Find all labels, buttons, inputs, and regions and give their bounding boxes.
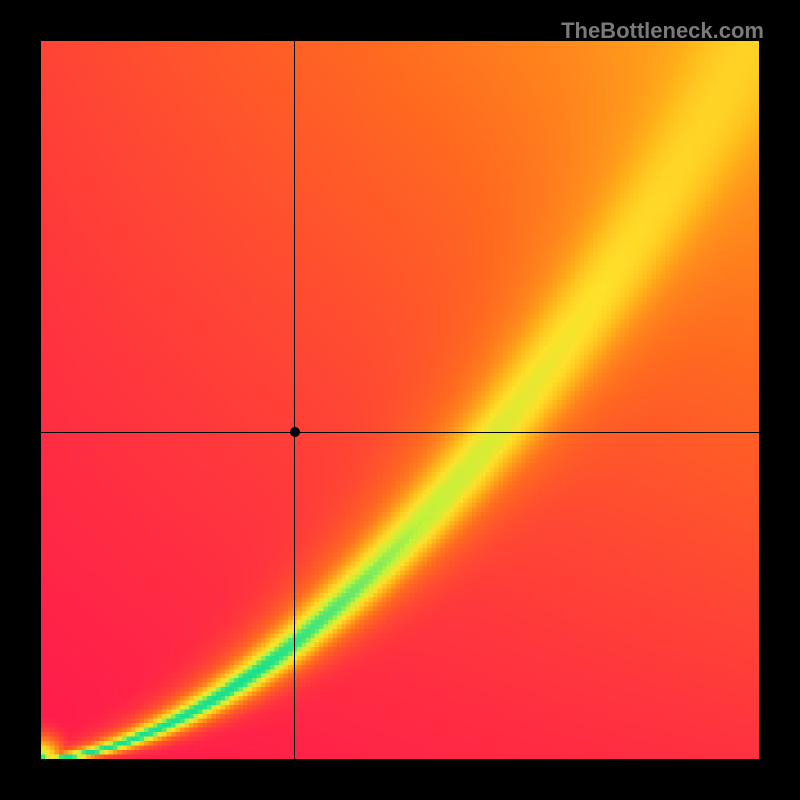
chart-container: TheBottleneck.com (0, 0, 800, 800)
bottleneck-heatmap (41, 41, 759, 759)
